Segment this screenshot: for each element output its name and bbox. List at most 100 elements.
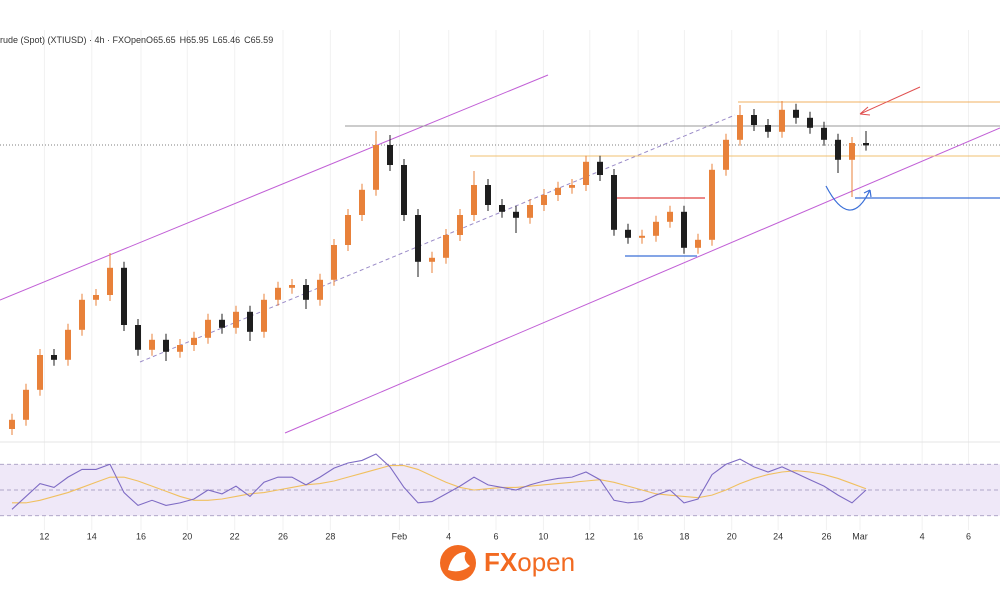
channel-lower: [284, 127, 1000, 434]
candle-body: [709, 169, 715, 240]
candle-body: [485, 185, 491, 205]
candle-body: [681, 211, 687, 248]
candle-body: [37, 355, 43, 390]
candle-body: [639, 235, 645, 238]
candle-body: [849, 143, 855, 160]
candle-body: [471, 185, 477, 215]
ohlc-value: 65.95: [186, 35, 209, 45]
candle-body: [667, 211, 673, 222]
candle-body: [653, 221, 659, 236]
x-tick-label: 16: [633, 531, 643, 541]
ohlc-value: 65.65: [153, 35, 176, 45]
x-tick-label: Feb: [392, 531, 408, 541]
candle-body: [807, 117, 813, 128]
rsi-line: [11, 453, 867, 510]
x-axis: 12 14 16 20 22 26 28 Feb 4 6 10 12 16 18 20 24 26 Mar 4 6: [39, 531, 971, 541]
rsi-pane: [0, 453, 1000, 517]
x-tick-label: 16: [136, 531, 146, 541]
candle-body: [695, 239, 701, 248]
candle-body: [51, 355, 57, 360]
candle-body: [121, 267, 127, 325]
candle-body: [821, 127, 827, 140]
candle-body: [779, 109, 785, 132]
candle-body: [345, 215, 351, 245]
x-tick-label: 6: [494, 531, 499, 541]
candle-body: [191, 337, 197, 345]
ohlc-value: 65.59: [251, 35, 274, 45]
x-tick-label: 18: [679, 531, 689, 541]
x-tick-label: 22: [230, 531, 240, 541]
brand: FXopen: [484, 547, 575, 577]
candle-body: [93, 295, 99, 300]
candle-body: [751, 115, 757, 125]
candle-body: [23, 389, 29, 420]
candle-body: [317, 279, 323, 300]
x-tick-label: 24: [773, 531, 783, 541]
candle-body: [373, 145, 379, 190]
ohlc-label: H: [180, 35, 187, 45]
arrow: [859, 86, 921, 116]
candle-body: [65, 329, 71, 360]
x-tick-label: 4: [920, 531, 925, 541]
candle-body: [835, 139, 841, 160]
brand-fx: FX: [484, 547, 518, 577]
candle-body: [415, 215, 421, 262]
candle-body: [163, 339, 169, 352]
candle-body: [569, 185, 575, 188]
candle-body: [583, 161, 589, 185]
candle-body: [541, 195, 547, 205]
candle-body: [331, 245, 337, 280]
x-tick-label: 20: [727, 531, 737, 541]
ohlc-label: C: [244, 35, 251, 45]
candle-body: [149, 339, 155, 350]
candle-body: [863, 143, 869, 146]
x-tick-label: 4: [446, 531, 451, 541]
grid: [43, 30, 970, 530]
curve: [825, 185, 872, 211]
ohlc: O65.65 H65.95 L65.46 C65.59: [146, 35, 273, 45]
candle-body: [135, 325, 141, 350]
header: rude (Spot) (XTIUSD) · 4h · FXOpenO65.65…: [0, 35, 273, 45]
candle-body: [261, 299, 267, 332]
candle-body: [177, 345, 183, 352]
logo-icon: [448, 552, 470, 572]
x-tick-label: 12: [39, 531, 49, 541]
candle-body: [457, 215, 463, 235]
candle-body: [611, 175, 617, 230]
candle-body: [219, 319, 225, 328]
candle-body: [359, 189, 365, 215]
rsi-ma-line: [12, 465, 867, 504]
candle-body: [499, 205, 505, 212]
candle-body: [247, 311, 253, 332]
candle-body: [275, 287, 281, 300]
drawings: [0, 74, 1000, 434]
candles: [9, 101, 869, 435]
x-tick-label: 12: [585, 531, 595, 541]
candle-body: [597, 161, 603, 175]
x-tick-label: 6: [966, 531, 971, 541]
ohlc-label: O: [146, 35, 153, 45]
candle-body: [387, 145, 393, 165]
candle-body: [429, 257, 435, 262]
candle-body: [527, 205, 533, 218]
candle-body: [625, 229, 631, 238]
logo: FXopen: [440, 545, 575, 581]
candle-body: [401, 165, 407, 215]
candle-body: [9, 419, 15, 429]
ohlc-label: L: [213, 35, 218, 45]
x-tick-label: 28: [325, 531, 335, 541]
channel-upper: [0, 74, 549, 301]
candle-body: [205, 319, 211, 338]
x-tick-label: 20: [182, 531, 192, 541]
candle-body: [233, 311, 239, 328]
channel-mid: [139, 114, 736, 363]
candle-body: [107, 267, 113, 295]
x-tick-label: 26: [278, 531, 288, 541]
brand-open: open: [517, 547, 575, 577]
x-tick-label: 10: [538, 531, 548, 541]
candle-body: [79, 299, 85, 330]
x-tick-label: Mar: [852, 531, 868, 541]
candle-body: [513, 211, 519, 218]
candle-body: [765, 125, 771, 132]
